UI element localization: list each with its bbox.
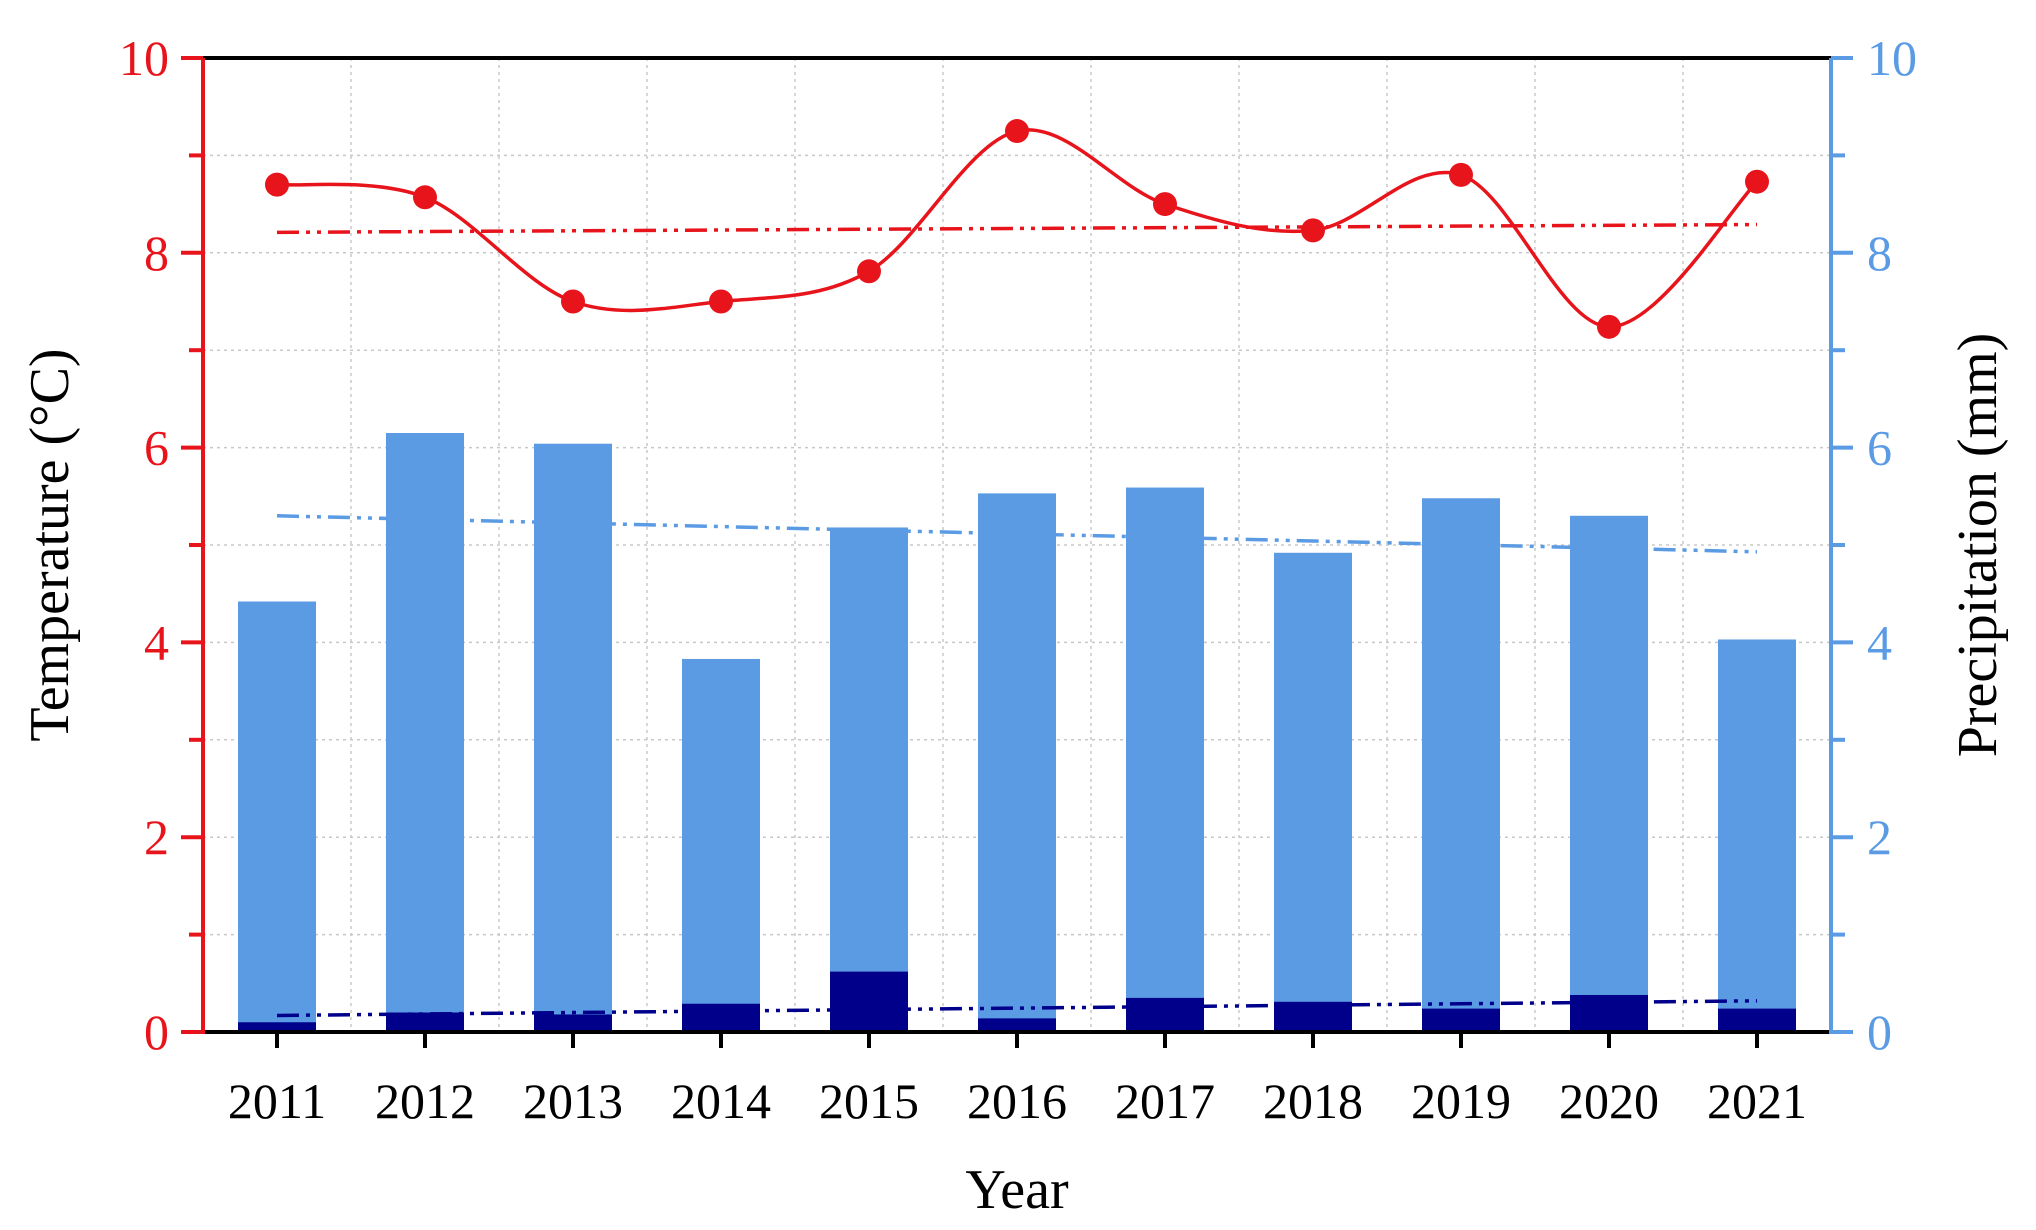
precipitation-minor-trend-line <box>276 999 1758 1018</box>
right-tick-label: 10 <box>1867 30 1917 86</box>
left-tick-label: 8 <box>144 225 169 281</box>
left-tick-label: 0 <box>144 1004 169 1060</box>
x-tick-label: 2021 <box>1707 1073 1807 1129</box>
precipitation-minor-bar <box>830 971 908 1032</box>
trend-lines <box>276 222 1758 1018</box>
precipitation-bar <box>1718 639 1796 1032</box>
left-tick-label: 6 <box>144 420 169 476</box>
temperature-point <box>1005 119 1029 144</box>
temperature-point <box>1745 169 1769 194</box>
precipitation-minor-bar <box>386 1012 464 1032</box>
x-tick-label: 2020 <box>1559 1073 1659 1129</box>
left-tick-label: 2 <box>144 809 169 865</box>
precipitation-minor-bar <box>1422 1008 1500 1032</box>
left-axis-title: Temperature (°C) <box>19 348 81 741</box>
right-tick-label: 4 <box>1867 614 1892 670</box>
precipitation-bar <box>534 443 612 1033</box>
x-tick-label: 2016 <box>967 1073 1067 1129</box>
precipitation-minor-bar <box>682 1003 760 1032</box>
temperature-curve <box>276 128 1759 329</box>
precipitation-bar <box>682 658 760 1032</box>
precipitation-trend-line <box>276 514 1758 554</box>
precipitation-minor-bar <box>238 1022 316 1032</box>
temperature-trend-line <box>276 222 1758 235</box>
axes <box>181 56 1853 1048</box>
temperature-point <box>1301 218 1325 243</box>
left-tick-label: 4 <box>144 614 169 670</box>
temperature-point <box>265 172 289 197</box>
temperature-point <box>1449 162 1473 187</box>
right-axis-title: Precipitation (mm) <box>1947 333 2009 758</box>
temperature-point <box>857 259 881 284</box>
x-tick-label: 2013 <box>523 1073 623 1129</box>
precipitation-bar <box>238 601 316 1032</box>
precipitation-bar <box>1422 498 1500 1032</box>
precipitation-bar <box>386 432 464 1032</box>
temperature-point <box>709 289 733 314</box>
precipitation-minor-bar <box>534 1014 612 1032</box>
temperature-point <box>1153 192 1177 217</box>
right-tick-label: 8 <box>1867 225 1892 281</box>
x-tick-label: 2014 <box>671 1073 771 1129</box>
temperature-point <box>561 289 585 314</box>
precipitation-minor-bar <box>1570 994 1648 1032</box>
precipitation-minor-bar <box>1718 1008 1796 1032</box>
right-tick-label: 2 <box>1867 809 1892 865</box>
x-tick-label: 2011 <box>228 1073 326 1129</box>
temperature-point <box>1597 314 1621 339</box>
temperature-point <box>413 185 437 210</box>
precipitation-bar <box>1126 487 1204 1032</box>
right-tick-label: 6 <box>1867 420 1892 476</box>
right-tick-label: 0 <box>1867 1004 1892 1060</box>
x-tick-label: 2019 <box>1411 1073 1511 1129</box>
x-tick-label: 2015 <box>819 1073 919 1129</box>
tick-labels: 0 0 2 2 4 4 6 6 8 8 10 10 2011 2012 2013 2014 2015 2016 20… <box>119 30 1917 1129</box>
precipitation-minor-bar <box>978 1018 1056 1032</box>
x-tick-label: 2017 <box>1115 1073 1215 1129</box>
precipitation-bar <box>978 493 1056 1032</box>
x-tick-label: 2012 <box>375 1073 475 1129</box>
bars <box>238 432 1796 1033</box>
left-tick-label: 10 <box>119 30 169 86</box>
precipitation-bar <box>1570 515 1648 1032</box>
precipitation-minor-bar <box>1126 997 1204 1032</box>
temperature-line <box>265 119 1769 339</box>
precipitation-bar <box>830 527 908 1032</box>
x-tick-label: 2018 <box>1263 1073 1363 1129</box>
x-axis-title: Year <box>965 1159 1069 1221</box>
precipitation-bar <box>1274 552 1352 1032</box>
